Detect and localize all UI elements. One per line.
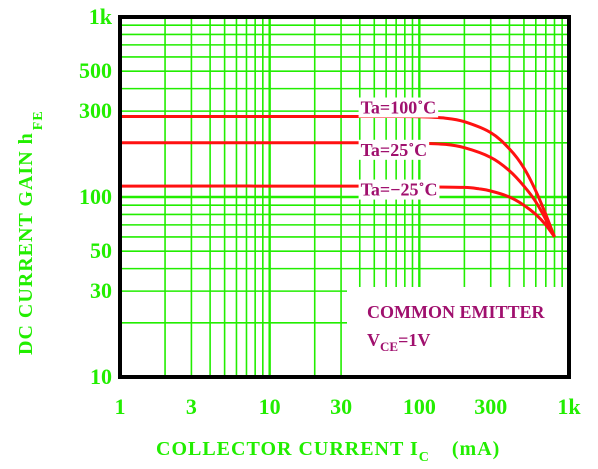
axis-titles: COLLECTOR CURRENT IC (mA) DC CURRENT GAIN… — [15, 110, 500, 465]
y-tick-label: 500 — [79, 58, 112, 83]
y-tick-label: 30 — [90, 278, 112, 303]
x-tick-label: 100 — [403, 394, 436, 419]
series-label-2: Ta=25˚C — [361, 140, 428, 160]
x-tick-label: 1k — [557, 394, 581, 419]
plot-frame — [118, 15, 571, 379]
y-tick-label: 10 — [90, 364, 112, 389]
annotation-background — [347, 287, 569, 376]
tick-labels: 1 3 10 30 100 300 1k 10 30 50 100 300 500 1k — [79, 4, 581, 419]
series-label-bg — [358, 97, 439, 118]
x-tick-label: 1 — [115, 394, 126, 419]
y-tick-label: 300 — [79, 98, 112, 123]
x-tick-label: 3 — [186, 394, 197, 419]
x-axis-title: COLLECTOR CURRENT IC (mA) — [156, 438, 500, 465]
annotation-box: COMMON EMITTER VCE=1V — [347, 287, 569, 376]
annotation-line-2: VCE=1V — [367, 330, 430, 354]
y-tick-label: 100 — [79, 184, 112, 209]
y-tick-label: 1k — [89, 4, 113, 29]
series-labels: Ta=100˚C Ta=25˚C Ta=−25˚C — [358, 97, 440, 200]
series-label-bg — [358, 139, 430, 160]
x-tick-label: 10 — [259, 394, 281, 419]
series-label-bg — [358, 179, 440, 200]
x-tick-label: 30 — [330, 394, 352, 419]
y-axis-title: DC CURRENT GAIN hFE — [15, 110, 46, 355]
series-label-3: Ta=−25˚C — [361, 180, 438, 200]
y-tick-label: 50 — [90, 238, 112, 263]
x-tick-label: 300 — [474, 394, 507, 419]
annotation-line-1: COMMON EMITTER — [367, 302, 545, 322]
series-label-1: Ta=100˚C — [361, 98, 437, 118]
